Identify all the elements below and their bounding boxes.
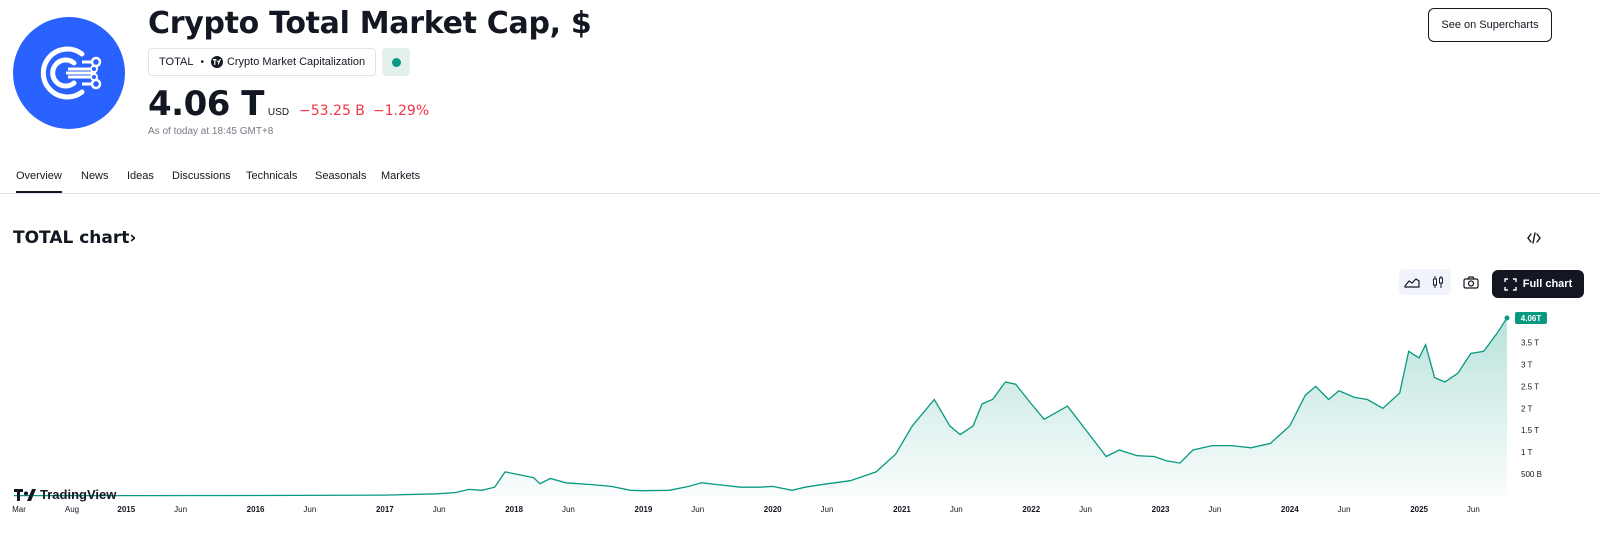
y-tick-label: 1 T (1521, 448, 1533, 457)
chart-heading-link[interactable]: TOTAL chart› (13, 228, 136, 248)
y-tick-label: 3 T (1521, 360, 1533, 369)
y-tick-label: 2.5 T (1521, 382, 1539, 391)
market-cap-chart[interactable]: 500 B 1 T 1.5 T 2 T 2.5 T 3 T 3.5 T 4.06T Mar Au… (0, 300, 1600, 538)
candle-chart-style-button[interactable] (1425, 269, 1451, 295)
tradingview-watermark: TradingView (14, 487, 116, 502)
x-tick-label: Jun (821, 505, 834, 514)
symbol-badge[interactable]: TOTAL • Crypto Market Capitalization (148, 48, 377, 76)
page-title: Crypto Total Market Cap, $ (148, 6, 592, 41)
price-row: 4.06 T USD −53.25 B −1.29% (148, 84, 437, 124)
last-point (1504, 315, 1510, 321)
y-tick-label: 1.5 T (1521, 426, 1539, 435)
x-tick-label: Mar (12, 505, 26, 514)
tab-news[interactable]: News (81, 170, 109, 182)
symbol-badges: TOTAL • Crypto Market Capitalization (148, 48, 411, 76)
x-tick-label: Jun (1208, 505, 1221, 514)
x-tick-label: 2024 (1281, 505, 1299, 514)
x-tick-label: 2018 (505, 505, 523, 514)
chart-heading-text: TOTAL chart (13, 228, 130, 248)
x-tick-label: 2023 (1152, 505, 1170, 514)
tab-technicals[interactable]: Technicals (246, 170, 298, 182)
price-change-absolute: −53.25 B (299, 103, 365, 119)
tab-ideas[interactable]: Ideas (127, 170, 154, 182)
see-on-supercharts-button[interactable]: See on Supercharts (1428, 8, 1552, 42)
snapshot-button[interactable] (1458, 269, 1484, 295)
network-node-icon (40, 46, 102, 100)
symbol-logo (13, 17, 125, 129)
x-tick-label: Jun (1338, 505, 1351, 514)
x-tick-label: Jun (433, 505, 446, 514)
tab-discussions[interactable]: Discussions (172, 170, 231, 182)
price-change-percent: −1.29% (372, 103, 430, 119)
symbol-code: TOTAL (159, 56, 194, 68)
area-chart-icon (1404, 278, 1420, 288)
x-tick-label: Jun (1467, 505, 1480, 514)
x-tick-label: Jun (691, 505, 704, 514)
tradingview-mini-icon (210, 56, 223, 68)
price-timestamp: As of today at 18:45 GMT+8 (148, 126, 274, 137)
last-value-tag (1515, 312, 1547, 324)
last-value-label: 4.06T (1521, 314, 1542, 323)
series-line (14, 317, 1508, 497)
x-tick-label: 2017 (376, 505, 394, 514)
y-tick-label: 2 T (1521, 404, 1533, 413)
symbol-source: Crypto Market Capitalization (226, 56, 366, 68)
chevron-right-icon: › (129, 228, 137, 248)
tab-seasonals[interactable]: Seasonals (315, 170, 367, 182)
x-tick-label: Jun (950, 505, 963, 514)
full-chart-button[interactable]: Full chart (1492, 270, 1584, 298)
x-tick-label: Jun (174, 505, 187, 514)
x-tick-label: 2022 (1022, 505, 1040, 514)
x-tick-label: Jun (1079, 505, 1092, 514)
chart-style-toggle (1399, 269, 1451, 295)
x-tick-label: Jun (562, 505, 575, 514)
y-tick-label: 3.5 T (1521, 339, 1539, 348)
tradingview-watermark-text: TradingView (40, 487, 117, 502)
symbol-tabs: Overview News Ideas Discussions Technica… (0, 164, 1600, 194)
tradingview-logo-icon (14, 488, 36, 501)
current-price: 4.06 T (148, 84, 264, 124)
tab-markets[interactable]: Markets (381, 170, 421, 182)
market-open-dot-icon (391, 57, 401, 67)
fullscreen-icon (1504, 277, 1517, 291)
full-chart-label: Full chart (1522, 278, 1573, 290)
area-fill (14, 318, 1507, 496)
x-tick-label: Jun (303, 505, 316, 514)
separator-dot: • (200, 56, 204, 68)
candlestick-icon (1433, 276, 1443, 288)
x-tick-label: 2019 (635, 505, 653, 514)
price-currency: USD (267, 107, 290, 118)
embed-code-icon[interactable] (1524, 228, 1544, 248)
x-tick-label: 2025 (1410, 505, 1428, 514)
x-tick-label: 2021 (893, 505, 911, 514)
x-tick-label: 2020 (764, 505, 782, 514)
market-status-badge[interactable] (382, 48, 411, 76)
camera-icon (1463, 275, 1479, 289)
x-tick-label: 2015 (117, 505, 135, 514)
tab-overview[interactable]: Overview (16, 170, 62, 193)
y-tick-label: 500 B (1521, 470, 1542, 479)
area-chart-style-button[interactable] (1399, 269, 1425, 295)
x-tick-label: Aug (65, 505, 79, 514)
x-tick-label: 2016 (247, 505, 265, 514)
